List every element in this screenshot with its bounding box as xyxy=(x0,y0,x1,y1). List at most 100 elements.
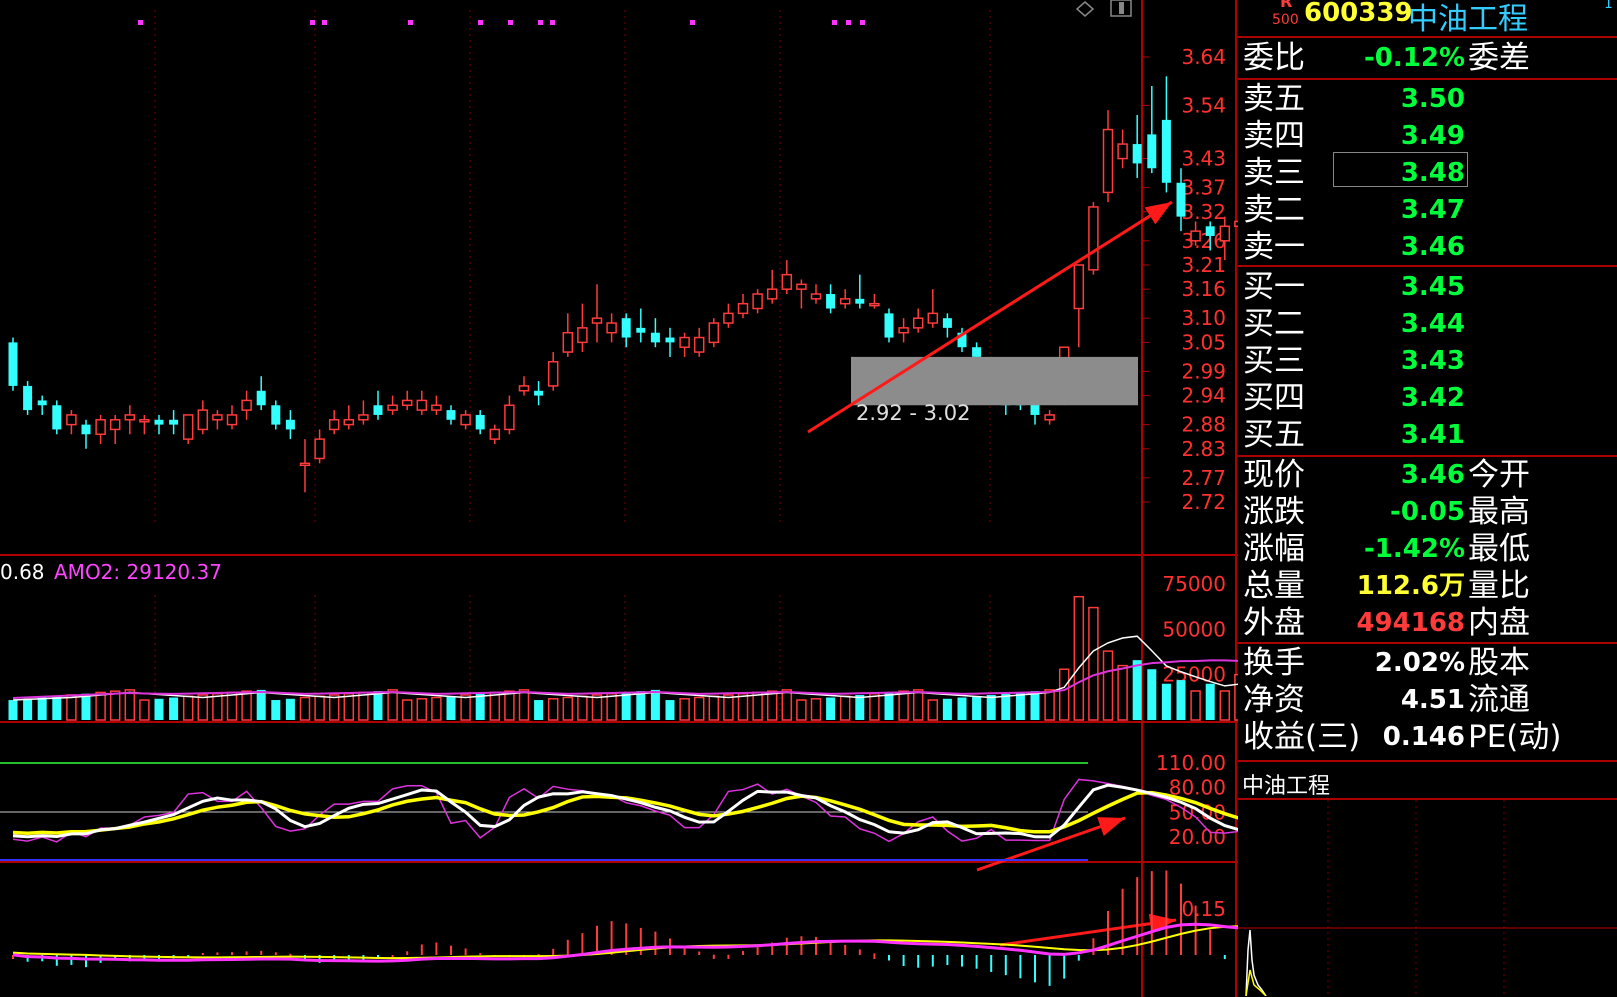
buy-level-label: 买四 xyxy=(1243,380,1305,416)
support-zone-label: 2.92 - 3.02 xyxy=(856,401,970,425)
candle-body xyxy=(431,404,442,411)
kline-chart[interactable]: 3.64 3.54 3.43 3.373.32 3.263.213.16 3.103.05… xyxy=(0,0,1238,997)
volume-bar xyxy=(1205,683,1215,720)
candle-body xyxy=(387,404,398,411)
macd-arrow xyxy=(999,918,1177,947)
stat-label-2: 今开 xyxy=(1468,457,1530,493)
candle-body xyxy=(606,322,617,334)
buy-level-label: 买二 xyxy=(1243,306,1305,342)
candle-body xyxy=(489,428,501,440)
volume-bar xyxy=(8,700,18,720)
stat-label: 外盘 xyxy=(1243,605,1305,641)
volume-bar xyxy=(182,695,194,721)
candle-body xyxy=(226,414,238,426)
price-tick-label: 3.16 xyxy=(1181,277,1226,301)
buy-level-price: 3.41 xyxy=(1400,420,1465,450)
divider xyxy=(1238,78,1617,80)
stat2-value: 2.02% xyxy=(1374,648,1465,678)
macd-arrow-head xyxy=(1148,913,1176,934)
volume-bar xyxy=(826,697,836,720)
candle-body xyxy=(182,414,194,440)
sell-level-label: 卖五 xyxy=(1243,81,1305,117)
candle-body xyxy=(343,419,355,426)
volume-bar xyxy=(416,698,428,721)
candle-body xyxy=(693,336,705,353)
buy-row[interactable]: 买五 3.41 xyxy=(1238,417,1617,454)
candle-body xyxy=(621,318,631,338)
candle-body xyxy=(650,332,660,343)
candle-body xyxy=(23,385,33,411)
volume-bar xyxy=(855,694,865,720)
volume-bar xyxy=(285,698,295,720)
sell-level-label: 卖二 xyxy=(1243,192,1305,228)
sell-row[interactable]: 卖三 3.48 xyxy=(1238,152,1617,192)
selected-price-box xyxy=(1333,152,1468,187)
candle-body xyxy=(957,332,967,348)
volume-bar xyxy=(737,692,749,721)
volume-bar xyxy=(621,692,631,720)
price-tick-label: 3.43 xyxy=(1181,147,1226,171)
volume-bar xyxy=(169,697,179,720)
volume-bar xyxy=(781,689,793,721)
oscillator-k-line xyxy=(12,783,1238,839)
buy-level-price: 3.43 xyxy=(1400,346,1465,376)
price-tick-label: 2.77 xyxy=(1181,466,1226,490)
candle-body xyxy=(810,293,822,300)
candle-body xyxy=(665,337,675,343)
buy-level-label: 买一 xyxy=(1243,269,1305,305)
divider xyxy=(1238,265,1617,267)
amo-label: AMO2: 29120.37 xyxy=(54,560,222,584)
volume-bar xyxy=(373,691,383,720)
volume-bar xyxy=(37,697,47,720)
candle-body xyxy=(256,390,266,406)
sell-row[interactable]: 卖五 3.50 xyxy=(1238,81,1617,118)
volume-bar xyxy=(591,694,603,721)
volume-bar xyxy=(139,699,150,721)
volume-bar xyxy=(1117,664,1128,721)
volume-bar xyxy=(226,691,238,721)
volume-bar xyxy=(401,699,413,721)
volume-bar xyxy=(972,696,982,720)
sell-row[interactable]: 卖一 3.46 xyxy=(1238,229,1617,266)
volume-bar xyxy=(241,690,252,721)
candle-body xyxy=(534,390,544,396)
sell-row[interactable]: 卖二 3.47 xyxy=(1238,192,1617,229)
stock-name[interactable]: 中油工程 xyxy=(1408,2,1528,37)
stat-value: 494168 xyxy=(1356,608,1465,638)
window-icon-bar xyxy=(1119,2,1124,14)
buy-row[interactable]: 买二 3.44 xyxy=(1238,306,1617,343)
candle-body xyxy=(95,419,106,436)
candle-body xyxy=(1132,144,1142,164)
signal-marker xyxy=(508,20,513,25)
candle-body xyxy=(212,414,223,421)
stat2-row: 收益(三) 0.146 PE(动) xyxy=(1238,719,1617,756)
volume-bar xyxy=(1234,673,1238,721)
buy-level-label: 买三 xyxy=(1243,343,1305,379)
candle-body xyxy=(855,298,865,304)
volume-bar xyxy=(752,691,763,721)
price-tick-label: 3.05 xyxy=(1181,330,1226,354)
mini-intraday-chart[interactable] xyxy=(1238,800,1617,996)
oscillator-tick-label: 80.00 xyxy=(1169,776,1226,800)
buy-row[interactable]: 买四 3.42 xyxy=(1238,380,1617,417)
candle-body xyxy=(504,404,515,431)
candle-body xyxy=(636,327,646,333)
oscillator-tick-label: 20.00 xyxy=(1169,825,1226,849)
stat2-label: 净资 xyxy=(1243,682,1305,718)
sell-row[interactable]: 卖四 3.49 xyxy=(1238,118,1617,155)
stock-code[interactable]: 600339 xyxy=(1304,0,1413,28)
candle-body xyxy=(328,419,340,431)
sell-level-price: 3.47 xyxy=(1400,195,1465,225)
candle-body xyxy=(1219,225,1231,242)
candle-body xyxy=(518,385,530,392)
price-tick-label: 2.94 xyxy=(1181,384,1226,408)
price-tick-label: 3.54 xyxy=(1181,93,1226,117)
buy-row[interactable]: 买三 3.43 xyxy=(1238,343,1617,380)
stat-label: 现价 xyxy=(1243,457,1305,493)
volume-bar xyxy=(446,696,456,720)
signal-marker xyxy=(138,20,143,25)
stat2-row: 换手 2.02% 股本 xyxy=(1238,645,1617,682)
stat2-label-2: 股本 xyxy=(1468,645,1530,681)
stat-value: -1.42% xyxy=(1364,534,1465,564)
buy-row[interactable]: 买一 3.45 xyxy=(1238,269,1617,306)
